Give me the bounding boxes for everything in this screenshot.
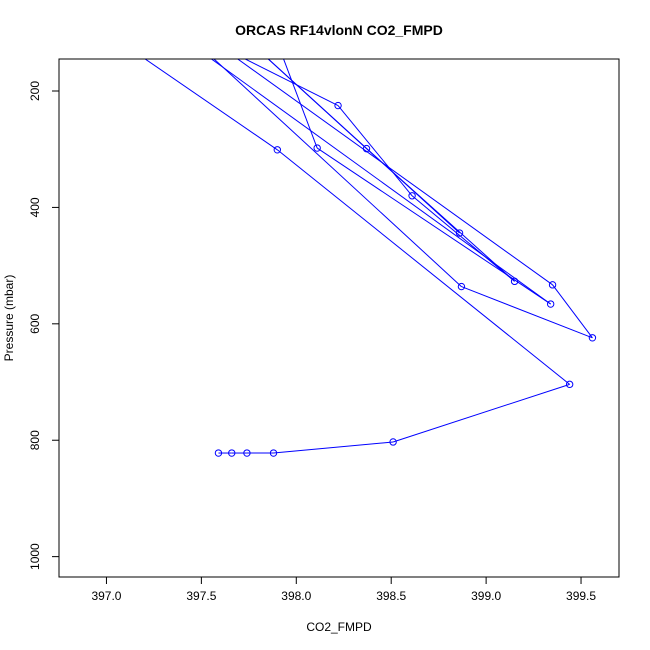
data-point [457, 282, 466, 291]
data-point [243, 449, 251, 457]
data-point [565, 380, 574, 389]
series-segment [276, 149, 570, 385]
data-point [546, 300, 555, 308]
data-point [228, 449, 236, 457]
x-tick-label: 398.0 [281, 589, 311, 603]
series-segment [273, 441, 394, 454]
series-segment [65, 4, 173, 21]
data-point [273, 146, 282, 154]
series-segment [283, 59, 318, 149]
x-tick-label: 399.5 [566, 589, 596, 603]
data-point [214, 449, 223, 457]
x-axis-label: CO2_FMPD [306, 620, 372, 634]
chart-title: ORCAS RF14vlonN CO2_FMPD [235, 22, 443, 38]
series-segment [461, 286, 593, 339]
data-point [389, 438, 397, 446]
y-axis: 200 400 600 800 1000 [28, 81, 59, 570]
data-point [269, 449, 278, 457]
data-point [362, 144, 371, 153]
series-segment [236, 59, 553, 286]
plot-area [65, 4, 593, 454]
x-tick-label: 397.0 [91, 589, 121, 603]
series-segment [337, 105, 413, 197]
series-segment [213, 59, 462, 287]
data-point [588, 334, 597, 342]
y-tick-label: 1000 [28, 543, 42, 570]
y-tick-label: 600 [28, 313, 42, 333]
series-segment [144, 59, 278, 151]
x-tick-label: 399.0 [471, 589, 501, 603]
y-tick-label: 800 [28, 430, 42, 450]
series-segment [392, 383, 570, 443]
series-segment [411, 195, 515, 282]
x-axis: 397.0 397.5 398.0 398.5 399.0 399.5 [91, 577, 596, 603]
x-tick-label: 397.5 [186, 589, 216, 603]
data-point [313, 144, 321, 152]
y-tick-label: 200 [28, 81, 42, 101]
series-segment [267, 59, 460, 234]
plot-frame [58, 58, 620, 578]
series-segment [552, 284, 593, 339]
data-point [334, 101, 342, 110]
series-segment [244, 59, 339, 107]
data-point [408, 192, 416, 200]
data-point [455, 229, 464, 237]
data-point [548, 281, 557, 289]
data-point [510, 277, 519, 286]
data-markers [214, 101, 597, 457]
y-tick-label: 400 [28, 197, 42, 217]
series-segment [316, 147, 551, 305]
x-tick-label: 398.5 [376, 589, 406, 603]
y-axis-label: Pressure (mbar) [2, 275, 16, 362]
